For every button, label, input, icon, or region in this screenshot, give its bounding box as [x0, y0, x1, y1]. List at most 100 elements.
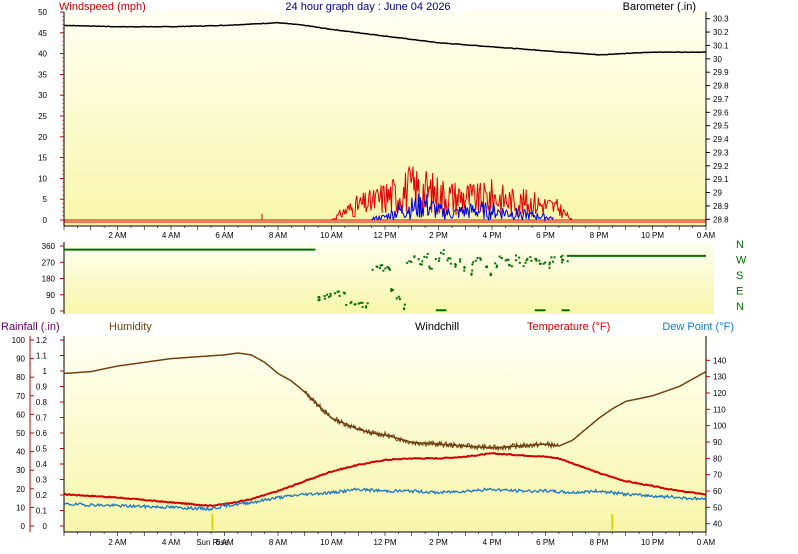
windchill-label: Windchill	[415, 321, 459, 333]
direction-point	[413, 256, 416, 259]
direction-point	[542, 262, 545, 265]
barometer-axis-label: Barometer (.in)	[623, 1, 696, 13]
barometer-tick-label: 29.1	[713, 175, 729, 184]
compass-label: N	[736, 239, 744, 251]
direction-point	[561, 258, 564, 261]
time-tick-label: 2 PM	[429, 231, 448, 240]
direction-point	[438, 257, 441, 260]
direction-point	[515, 254, 517, 257]
barometer-tick-label: 30.3	[713, 15, 729, 24]
direction-point	[489, 274, 492, 277]
direction-point	[459, 260, 461, 263]
direction-point	[449, 257, 452, 260]
windspeed-axis-label: Windspeed (mph)	[59, 1, 146, 13]
direction-point	[381, 264, 384, 267]
direction-point	[430, 267, 433, 270]
direction-point	[403, 303, 406, 306]
barometer-tick-label: 29.7	[713, 95, 729, 104]
direction-point	[329, 294, 332, 297]
direction-point	[442, 249, 445, 252]
time-tick-label: 6 AM	[215, 538, 234, 547]
direction-point	[366, 302, 369, 305]
direction-plot-area	[64, 242, 714, 314]
rain-tick-label: 0.8	[36, 398, 48, 407]
temperature-tick-label: 60	[713, 487, 722, 496]
windspeed-tick-label: 5	[43, 195, 48, 204]
time-tick-label: 8 AM	[269, 231, 288, 240]
direction-point	[397, 295, 400, 298]
humidity-tick-label: 70	[16, 392, 25, 401]
direction-point	[530, 259, 533, 262]
direction-point	[420, 263, 423, 266]
windspeed-tick-label: 30	[38, 91, 47, 100]
humidity-tick-label: 40	[16, 448, 25, 457]
direction-point	[365, 305, 367, 308]
humidity-tick-label: 80	[16, 373, 25, 382]
barometer-tick-label: 29.6	[713, 108, 729, 117]
direction-point	[349, 302, 352, 305]
direction-point	[328, 296, 331, 298]
direction-point	[504, 259, 507, 262]
temperature-tick-label: 70	[713, 471, 722, 480]
direction-point	[384, 267, 387, 270]
barometer-tick-label: 29.5	[713, 122, 729, 131]
direction-point	[561, 261, 564, 264]
direction-point	[489, 272, 492, 275]
direction-point	[510, 265, 513, 268]
direction-point	[361, 301, 364, 304]
time-tick-label: 0 AM	[697, 538, 716, 547]
direction-point	[486, 265, 488, 268]
direction-tick-label: 90	[46, 291, 55, 300]
temperature-tick-label: 80	[713, 454, 722, 463]
direction-tick-label: 0	[51, 307, 56, 316]
direction-point	[561, 254, 564, 257]
direction-point	[398, 298, 401, 300]
direction-point	[539, 262, 542, 265]
direction-point	[454, 265, 457, 268]
barometer-tick-label: 29.4	[713, 135, 729, 144]
compass-label: W	[736, 255, 747, 267]
direction-point	[428, 267, 431, 270]
direction-point	[382, 269, 385, 272]
temperature-tick-label: 50	[713, 503, 722, 512]
temperature-tick-label: 120	[713, 389, 727, 398]
time-tick-label: 6 PM	[536, 538, 555, 547]
time-tick-label: 2 PM	[429, 538, 448, 547]
direction-point	[357, 302, 360, 305]
direction-point	[365, 306, 368, 309]
direction-point	[470, 272, 473, 275]
wind-plot-area	[64, 12, 706, 226]
rain-tick-label: 0.7	[36, 414, 48, 423]
rain-tick-label: 0.1	[36, 507, 48, 516]
direction-point	[548, 263, 551, 266]
time-tick-label: 8 PM	[590, 538, 609, 547]
sunrise-label: Sun Rise	[196, 538, 229, 547]
temperature-axis-label: Temperature (°F)	[527, 321, 610, 333]
direction-point	[522, 265, 525, 268]
time-tick-label: 10 AM	[320, 231, 343, 240]
direction-point	[410, 260, 413, 263]
direction-point	[548, 266, 551, 269]
time-tick-label: 8 AM	[269, 538, 288, 547]
direction-point	[391, 289, 394, 292]
windspeed-tick-label: 15	[38, 154, 47, 163]
barometer-tick-label: 28.9	[713, 202, 729, 211]
windspeed-tick-label: 35	[38, 70, 47, 79]
direction-point	[514, 259, 517, 262]
direction-point	[470, 273, 473, 276]
windspeed-tick-label: 20	[38, 133, 47, 142]
barometer-tick-label: 30	[713, 55, 722, 64]
direction-point	[421, 260, 424, 263]
direction-tick-label: 360	[42, 242, 56, 251]
direction-point	[425, 256, 428, 259]
direction-point	[506, 258, 509, 261]
direction-point	[529, 256, 532, 259]
windspeed-tick-label: 25	[38, 112, 47, 121]
temp-humidity-panel: Rainfall (.in) Humidity Windchill Temper…	[1, 321, 734, 547]
direction-point	[428, 265, 431, 268]
time-tick-label: 4 PM	[483, 231, 502, 240]
direction-point	[378, 267, 381, 270]
rain-tick-label: 1	[43, 367, 48, 376]
humidity-tick-label: 90	[16, 355, 25, 364]
